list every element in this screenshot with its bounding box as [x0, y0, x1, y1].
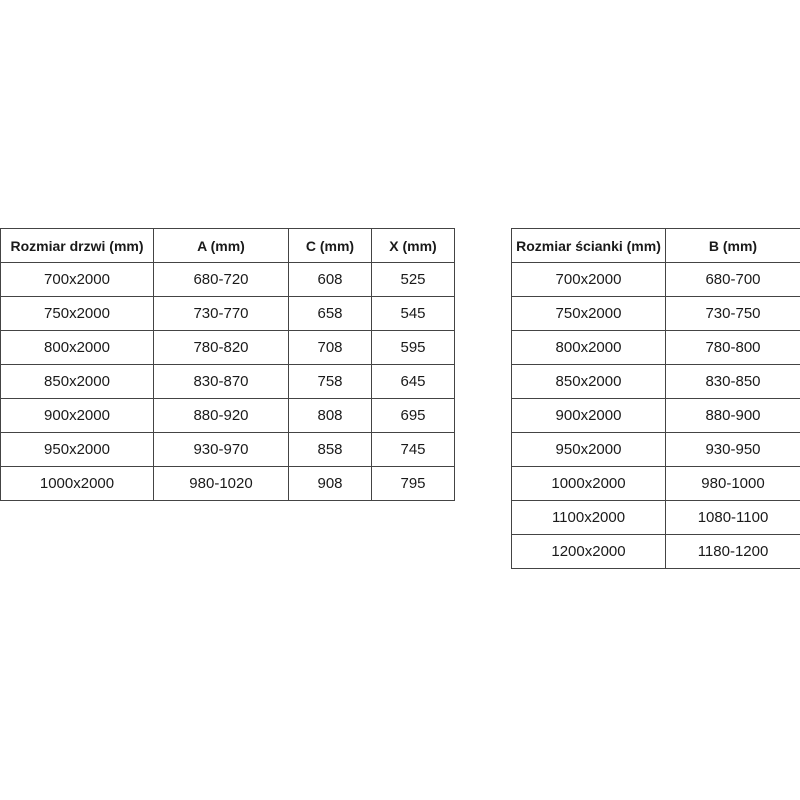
table-cell: 1080-1100 [665, 500, 800, 535]
table-row: 850x2000 830-850 [511, 364, 800, 399]
table-cell: 830-850 [665, 364, 800, 399]
table-cell: 1100x2000 [511, 500, 666, 535]
table-cell: 880-920 [153, 398, 289, 433]
column-header: A (mm) [153, 228, 289, 263]
table-header-row: Rozmiar ścianki (mm) B (mm) [511, 228, 800, 263]
table-cell: 1200x2000 [511, 534, 666, 569]
table-cell: 800x2000 [511, 330, 666, 365]
column-header: Rozmiar ścianki (mm) [511, 228, 666, 263]
table-header-row: Rozmiar drzwi (mm) A (mm) C (mm) X (mm) [0, 228, 455, 263]
table-row: 1100x2000 1080-1100 [511, 500, 800, 535]
table-row: 900x2000 880-920 808 695 [0, 398, 455, 433]
door-size-table: Rozmiar drzwi (mm) A (mm) C (mm) X (mm) 700… [0, 228, 455, 501]
column-header: B (mm) [665, 228, 800, 263]
table-cell: 658 [288, 296, 372, 331]
table-cell: 1000x2000 [0, 466, 154, 501]
table-cell: 880-900 [665, 398, 800, 433]
table-cell: 780-820 [153, 330, 289, 365]
table-cell: 850x2000 [511, 364, 666, 399]
table-cell: 730-770 [153, 296, 289, 331]
table-cell: 595 [371, 330, 455, 365]
table-cell: 900x2000 [511, 398, 666, 433]
table-row: 700x2000 680-720 608 525 [0, 262, 455, 297]
table-row: 850x2000 830-870 758 645 [0, 364, 455, 399]
table-cell: 1000x2000 [511, 466, 666, 501]
table-cell: 830-870 [153, 364, 289, 399]
table-row: 1000x2000 980-1000 [511, 466, 800, 501]
table-cell: 1180-1200 [665, 534, 800, 569]
table-row: 750x2000 730-750 [511, 296, 800, 331]
table-row: 750x2000 730-770 658 545 [0, 296, 455, 331]
table-row: 950x2000 930-970 858 745 [0, 432, 455, 467]
wall-size-table: Rozmiar ścianki (mm) B (mm) 700x2000 680-7… [511, 228, 800, 569]
table-cell: 645 [371, 364, 455, 399]
table-cell: 950x2000 [511, 432, 666, 467]
table-cell: 700x2000 [0, 262, 154, 297]
table-row: 700x2000 680-700 [511, 262, 800, 297]
table-row: 950x2000 930-950 [511, 432, 800, 467]
table-cell: 525 [371, 262, 455, 297]
table-row: 1200x2000 1180-1200 [511, 534, 800, 569]
table-cell: 758 [288, 364, 372, 399]
table-cell: 980-1020 [153, 466, 289, 501]
table-cell: 930-970 [153, 432, 289, 467]
table-cell: 730-750 [665, 296, 800, 331]
table-cell: 808 [288, 398, 372, 433]
table-cell: 750x2000 [511, 296, 666, 331]
table-cell: 930-950 [665, 432, 800, 467]
table-cell: 908 [288, 466, 372, 501]
table-cell: 750x2000 [0, 296, 154, 331]
table-row: 800x2000 780-820 708 595 [0, 330, 455, 365]
table-cell: 700x2000 [511, 262, 666, 297]
table-cell: 950x2000 [0, 432, 154, 467]
column-header: C (mm) [288, 228, 372, 263]
table-row: 900x2000 880-900 [511, 398, 800, 433]
table-row: 800x2000 780-800 [511, 330, 800, 365]
table-cell: 780-800 [665, 330, 800, 365]
table-cell: 900x2000 [0, 398, 154, 433]
table-cell: 695 [371, 398, 455, 433]
table-cell: 800x2000 [0, 330, 154, 365]
column-header: Rozmiar drzwi (mm) [0, 228, 154, 263]
table-cell: 795 [371, 466, 455, 501]
table-cell: 680-700 [665, 262, 800, 297]
column-header: X (mm) [371, 228, 455, 263]
table-cell: 680-720 [153, 262, 289, 297]
table-cell: 858 [288, 432, 372, 467]
table-row: 1000x2000 980-1020 908 795 [0, 466, 455, 501]
table-cell: 980-1000 [665, 466, 800, 501]
table-cell: 708 [288, 330, 372, 365]
table-cell: 608 [288, 262, 372, 297]
table-cell: 745 [371, 432, 455, 467]
table-cell: 545 [371, 296, 455, 331]
table-cell: 850x2000 [0, 364, 154, 399]
